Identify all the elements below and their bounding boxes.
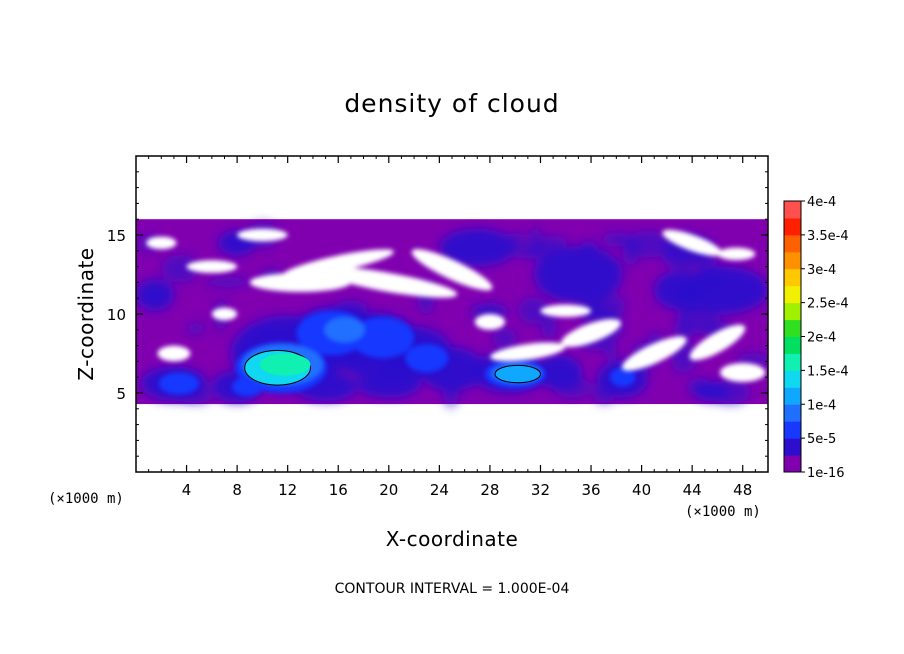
- colorbar-band: [784, 319, 801, 337]
- colorbar-band: [784, 285, 801, 304]
- colorbar-label: 3e-4: [807, 263, 836, 278]
- x-tick-label: 40: [632, 481, 651, 499]
- colorbar-label: 1e-4: [807, 398, 836, 413]
- y-axis-unit: (×1000 m): [48, 491, 124, 507]
- colorbar-band: [784, 251, 801, 270]
- x-tick-label: 4: [182, 481, 192, 499]
- contour-line-2: [494, 364, 541, 384]
- colorbar-band: [784, 201, 801, 219]
- colorbar-label: 1e-16: [807, 466, 845, 481]
- y-tick-label: 5: [116, 385, 126, 403]
- y-axis-ticks: 5 10 15: [107, 171, 768, 457]
- colorbar-band: [784, 217, 801, 236]
- cloud-free-gaps: [146, 228, 766, 382]
- x-tick-label: 20: [379, 481, 398, 499]
- y-axis-title: Z-coordinate: [74, 247, 98, 380]
- x-axis-title: X-coordinate: [386, 527, 519, 551]
- density-core-1-inner: [259, 353, 311, 376]
- colorbar-band: [784, 353, 801, 371]
- colorbar-band: [784, 455, 801, 473]
- density-core-2: [494, 365, 541, 383]
- colorbar-band: [784, 302, 801, 321]
- colorbar-label: 4e-4: [807, 195, 836, 210]
- colorbar-band: [784, 370, 801, 388]
- colorbar: 1e-16 5e-5 1e-4 1.5e-4 2e-4 2.5e-4 3e-4 3.5e-4 4…: [783, 195, 849, 481]
- colorbar-band: [784, 268, 801, 287]
- colorbar-band: [784, 438, 801, 456]
- x-tick-label: 32: [531, 481, 550, 499]
- x-tick-label: 48: [733, 481, 752, 499]
- colorbar-label: 5e-5: [807, 432, 836, 447]
- x-tick-label: 12: [278, 481, 297, 499]
- colorbar-label: 1.5e-4: [807, 364, 849, 379]
- y-tick-label: 10: [107, 306, 126, 324]
- x-tick-label: 24: [430, 481, 449, 499]
- contour-interval-label: CONTOUR INTERVAL = 1.000E-04: [335, 581, 570, 597]
- contour-line-1: [244, 349, 311, 386]
- x-axis-ticks: 4 8 12 16 20 24 28 32 36 40 44 48: [148, 156, 756, 499]
- chart-title: density of cloud: [344, 89, 559, 118]
- colorbar-band: [784, 336, 801, 354]
- x-tick-label: 44: [683, 481, 702, 499]
- density-field: [136, 219, 768, 408]
- x-tick-label: 36: [581, 481, 600, 499]
- x-tick-label: 8: [232, 481, 242, 499]
- x-axis-unit: (×1000 m): [685, 504, 761, 520]
- colorbar-label: 2.5e-4: [807, 297, 849, 312]
- x-tick-label: 28: [480, 481, 499, 499]
- colorbar-band: [784, 404, 801, 422]
- x-tick-label: 16: [329, 481, 348, 499]
- colorbar-label: 2e-4: [807, 331, 836, 346]
- y-tick-label: 15: [107, 227, 126, 245]
- colorbar-band: [784, 421, 801, 439]
- colorbar-band: [784, 234, 801, 253]
- colorbar-band: [784, 387, 801, 405]
- colorbar-label: 3.5e-4: [807, 229, 849, 244]
